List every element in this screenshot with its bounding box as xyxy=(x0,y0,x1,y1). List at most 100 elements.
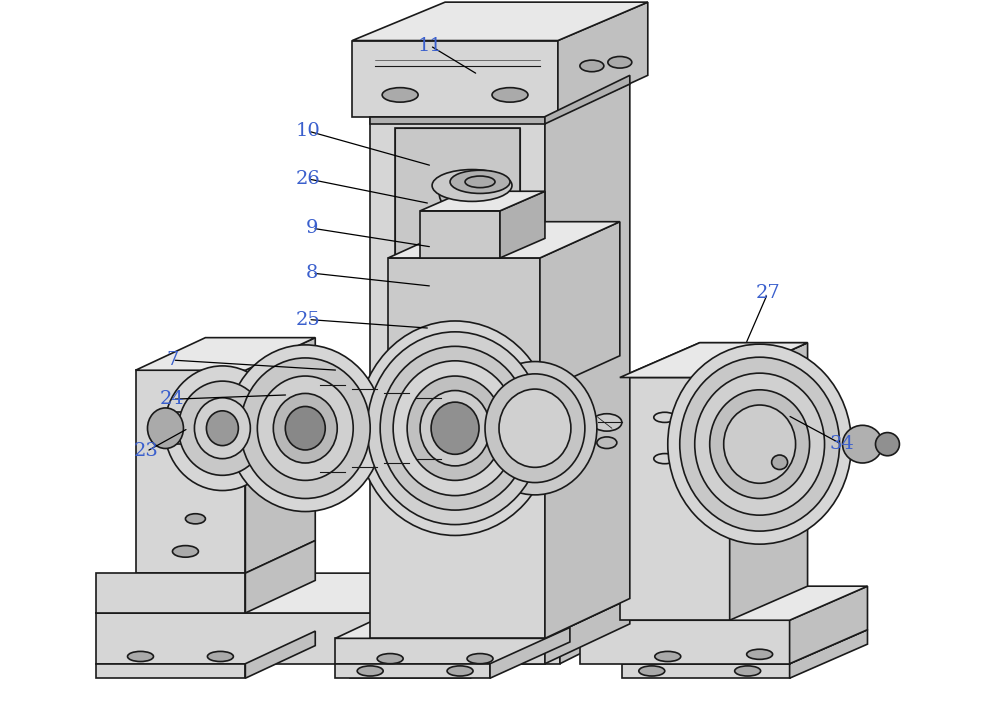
Ellipse shape xyxy=(439,174,475,211)
Ellipse shape xyxy=(194,398,250,459)
Polygon shape xyxy=(558,2,648,117)
Polygon shape xyxy=(790,586,867,664)
Ellipse shape xyxy=(227,345,383,512)
Ellipse shape xyxy=(357,666,383,676)
Ellipse shape xyxy=(747,649,773,659)
Ellipse shape xyxy=(579,266,601,286)
Text: 10: 10 xyxy=(296,122,321,140)
Text: 34: 34 xyxy=(829,435,854,453)
Text: 7: 7 xyxy=(166,351,179,369)
Polygon shape xyxy=(622,664,790,678)
Text: 25: 25 xyxy=(296,311,321,329)
Ellipse shape xyxy=(432,170,512,201)
Polygon shape xyxy=(370,117,545,124)
Polygon shape xyxy=(136,338,315,370)
Ellipse shape xyxy=(579,222,601,242)
Ellipse shape xyxy=(215,585,245,597)
Polygon shape xyxy=(490,627,570,678)
Ellipse shape xyxy=(257,376,353,481)
Polygon shape xyxy=(96,573,640,613)
Ellipse shape xyxy=(695,373,825,515)
Polygon shape xyxy=(245,338,315,573)
Ellipse shape xyxy=(450,171,510,193)
Ellipse shape xyxy=(367,651,393,661)
Ellipse shape xyxy=(128,651,153,661)
Ellipse shape xyxy=(273,393,337,463)
Ellipse shape xyxy=(141,592,170,604)
Polygon shape xyxy=(620,343,808,378)
Ellipse shape xyxy=(710,390,810,499)
Polygon shape xyxy=(245,541,315,613)
Polygon shape xyxy=(388,221,620,258)
Ellipse shape xyxy=(639,666,665,676)
Polygon shape xyxy=(370,95,545,638)
Polygon shape xyxy=(388,258,540,392)
Text: 23: 23 xyxy=(134,442,159,460)
Ellipse shape xyxy=(407,376,503,481)
Ellipse shape xyxy=(240,358,370,499)
Polygon shape xyxy=(545,52,630,638)
Ellipse shape xyxy=(405,585,435,597)
Ellipse shape xyxy=(597,437,617,449)
Ellipse shape xyxy=(724,405,796,484)
Polygon shape xyxy=(335,664,490,678)
Text: 26: 26 xyxy=(296,170,321,188)
Ellipse shape xyxy=(467,653,493,664)
Ellipse shape xyxy=(447,666,473,676)
Ellipse shape xyxy=(485,374,585,483)
Ellipse shape xyxy=(207,651,233,661)
Polygon shape xyxy=(96,613,560,664)
Ellipse shape xyxy=(499,389,571,468)
Ellipse shape xyxy=(592,414,622,431)
Ellipse shape xyxy=(668,344,852,544)
Ellipse shape xyxy=(206,411,238,446)
Polygon shape xyxy=(350,664,470,678)
Polygon shape xyxy=(545,76,630,124)
Ellipse shape xyxy=(172,546,198,557)
Ellipse shape xyxy=(875,433,899,456)
Ellipse shape xyxy=(439,214,475,250)
Ellipse shape xyxy=(505,580,535,592)
Polygon shape xyxy=(620,378,730,620)
Ellipse shape xyxy=(357,321,553,536)
Ellipse shape xyxy=(473,362,597,495)
Ellipse shape xyxy=(178,381,266,476)
Ellipse shape xyxy=(285,407,325,450)
Polygon shape xyxy=(790,629,867,678)
Polygon shape xyxy=(352,41,558,117)
Ellipse shape xyxy=(185,514,205,524)
Ellipse shape xyxy=(492,88,528,102)
Polygon shape xyxy=(622,629,867,664)
Ellipse shape xyxy=(735,666,761,676)
Ellipse shape xyxy=(655,651,681,661)
Ellipse shape xyxy=(393,361,517,496)
Ellipse shape xyxy=(772,455,788,470)
Polygon shape xyxy=(395,128,520,261)
Ellipse shape xyxy=(465,176,495,187)
Polygon shape xyxy=(136,370,245,573)
Ellipse shape xyxy=(431,402,479,454)
Ellipse shape xyxy=(367,332,543,525)
Polygon shape xyxy=(420,211,500,258)
Polygon shape xyxy=(580,586,867,620)
Ellipse shape xyxy=(420,391,490,466)
Polygon shape xyxy=(560,573,640,664)
Text: 9: 9 xyxy=(306,219,319,237)
Text: 8: 8 xyxy=(306,264,318,282)
Polygon shape xyxy=(545,598,630,664)
Polygon shape xyxy=(335,638,545,664)
Polygon shape xyxy=(420,191,545,211)
Polygon shape xyxy=(96,664,245,678)
Ellipse shape xyxy=(608,57,632,68)
Polygon shape xyxy=(245,631,315,678)
Ellipse shape xyxy=(164,366,280,491)
Polygon shape xyxy=(470,631,545,678)
Ellipse shape xyxy=(843,425,882,463)
Polygon shape xyxy=(352,2,648,41)
Polygon shape xyxy=(730,343,808,620)
Ellipse shape xyxy=(380,346,530,510)
Polygon shape xyxy=(500,191,545,258)
Polygon shape xyxy=(96,573,245,613)
Ellipse shape xyxy=(147,408,183,449)
Text: 27: 27 xyxy=(755,285,780,303)
